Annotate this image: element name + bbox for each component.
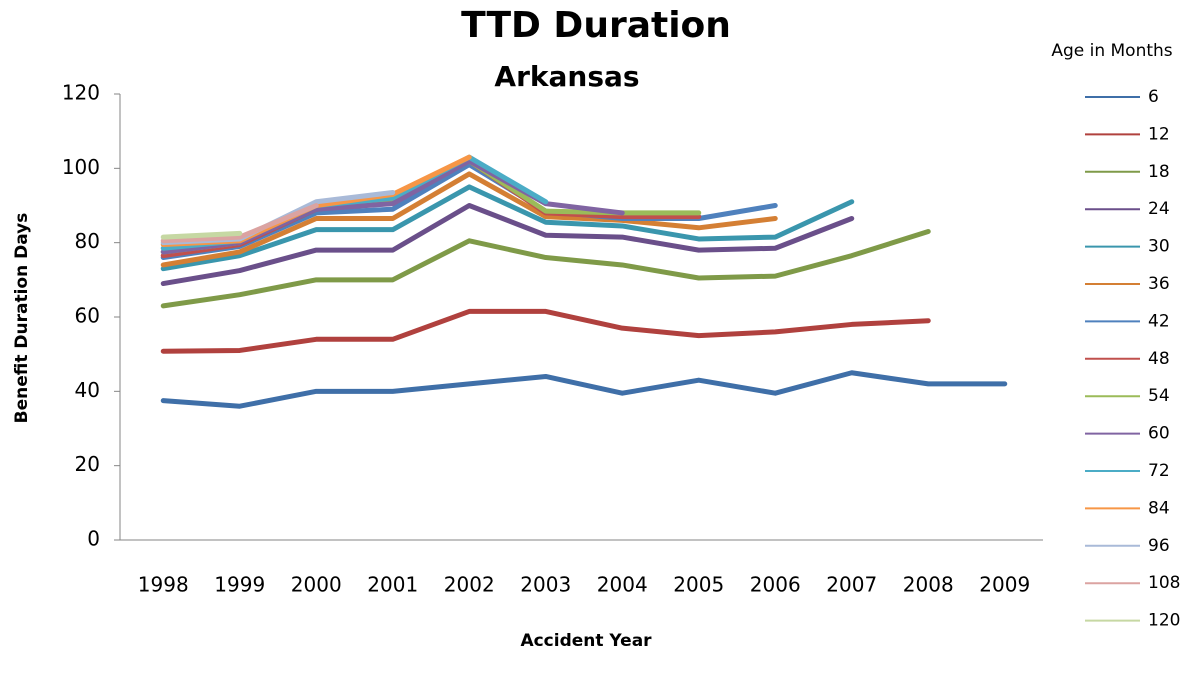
series-line	[160, 203, 855, 287]
series-line	[160, 230, 243, 240]
x-tick-label: 2008	[903, 573, 954, 597]
x-tick-label: 1998	[138, 573, 189, 597]
y-tick-label: 80	[75, 229, 100, 253]
legend-label: 120	[1148, 611, 1180, 631]
x-tick-label: 2009	[979, 573, 1030, 597]
series-line	[160, 308, 931, 354]
x-tick-label: 2000	[291, 573, 342, 597]
legend-label: 108	[1148, 573, 1180, 593]
x-tick-label: 2007	[826, 573, 877, 597]
legend-title: Age in Months	[1051, 41, 1172, 61]
legend-label: 60	[1148, 424, 1170, 444]
legend-label: 54	[1148, 386, 1170, 406]
legend-label: 18	[1148, 162, 1170, 182]
y-tick-label: 60	[75, 304, 100, 328]
legend-label: 12	[1148, 124, 1170, 144]
x-axis-label: Accident Year	[520, 631, 652, 651]
y-tick-label: 100	[62, 155, 100, 179]
legend-label: 72	[1148, 461, 1170, 481]
x-tick-label: 2005	[673, 573, 724, 597]
legend-label: 24	[1148, 199, 1170, 219]
y-tick-label: 20	[75, 452, 100, 476]
x-tick-label: 2006	[750, 573, 801, 597]
legend-label: 96	[1148, 536, 1170, 556]
legend-label: 84	[1148, 498, 1170, 518]
x-tick-label: 1999	[214, 573, 265, 597]
legend-label: 36	[1148, 274, 1170, 294]
series-line	[160, 370, 1008, 409]
legend-label: 30	[1148, 237, 1170, 257]
series-line	[160, 203, 319, 244]
legend-label: 6	[1148, 87, 1159, 107]
legend-label: 42	[1148, 311, 1170, 331]
series-line	[160, 171, 778, 268]
chart-title: TTD Duration	[461, 5, 731, 46]
series-line	[160, 184, 855, 272]
legend-label: 48	[1148, 349, 1170, 369]
x-tick-label: 2004	[597, 573, 648, 597]
x-tick-label: 2002	[444, 573, 495, 597]
y-tick-label: 120	[62, 81, 100, 105]
chart-subtitle: Arkansas	[494, 60, 639, 93]
y-axis-label: Benefit Duration Days	[12, 213, 32, 424]
y-tick-label: 0	[87, 527, 100, 551]
x-tick-label: 2003	[520, 573, 571, 597]
series-line	[160, 229, 931, 309]
x-tick-label: 2001	[367, 573, 418, 597]
y-tick-label: 40	[75, 378, 100, 402]
